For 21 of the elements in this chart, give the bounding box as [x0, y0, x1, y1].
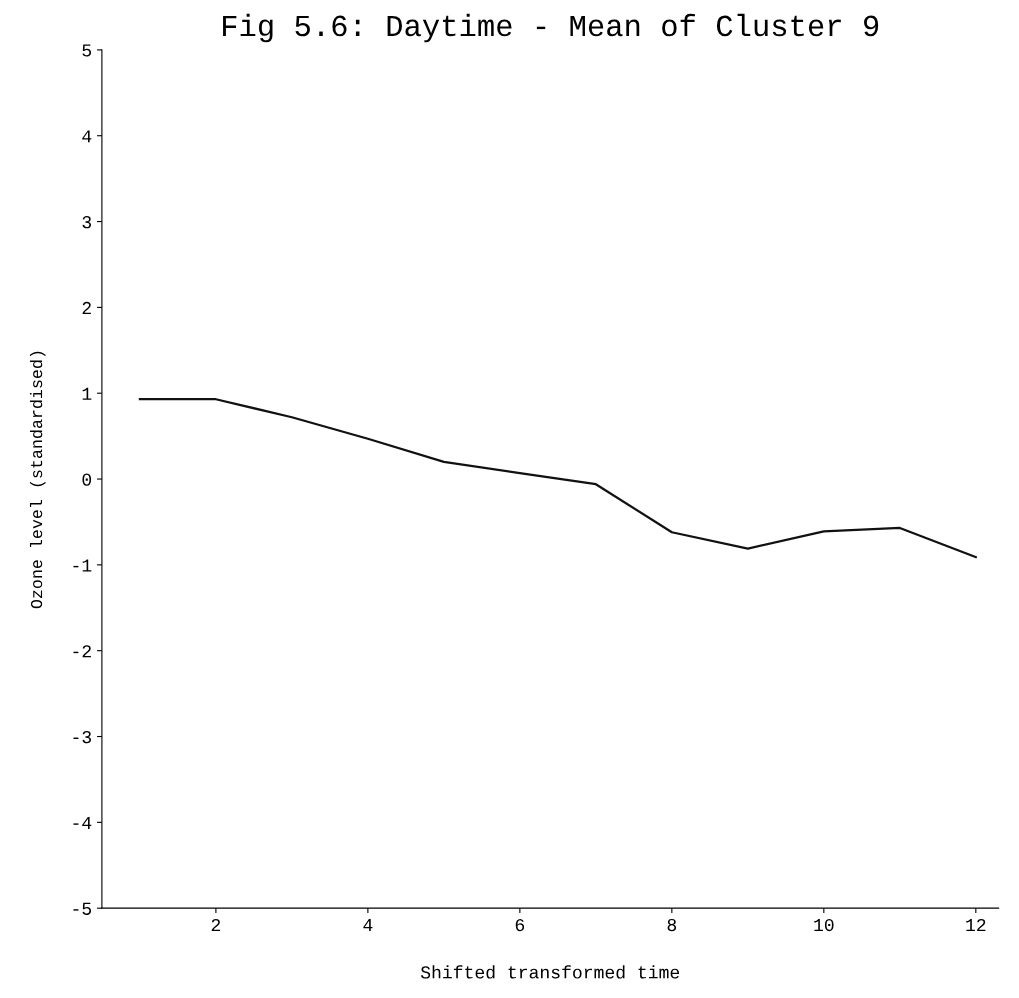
line-series	[138, 398, 977, 559]
x-tick-label: 4	[363, 919, 373, 931]
x-tick-label: 6	[515, 918, 525, 932]
y-tick-label: -4	[73, 817, 92, 829]
chart-title: Fig 5.6: Daytime - Mean of Cluster 9	[223, 13, 879, 43]
y-tick-label: -1	[73, 559, 92, 572]
y-axis-title: Ozone level (standardised)	[29, 351, 46, 609]
y-tick-label: 4	[82, 130, 92, 143]
y-tick-label: -2	[73, 645, 91, 658]
y-tick-label: -5	[73, 902, 92, 915]
y-tick-label: 3	[82, 216, 92, 229]
x-tick-label: 12	[966, 918, 986, 931]
y-tick-label: -3	[73, 730, 92, 744]
y-tick-label: 2	[82, 301, 91, 314]
y-tick-label: 1	[82, 387, 92, 400]
x-tick-label: 2	[211, 918, 221, 931]
y-tick-label: 5	[82, 44, 92, 57]
x-axis-title: Shifted transformed time	[420, 965, 680, 979]
y-tick-label: 0	[82, 473, 92, 486]
x-tick-label: 10	[814, 918, 834, 932]
x-tick-label: 8	[667, 918, 677, 932]
